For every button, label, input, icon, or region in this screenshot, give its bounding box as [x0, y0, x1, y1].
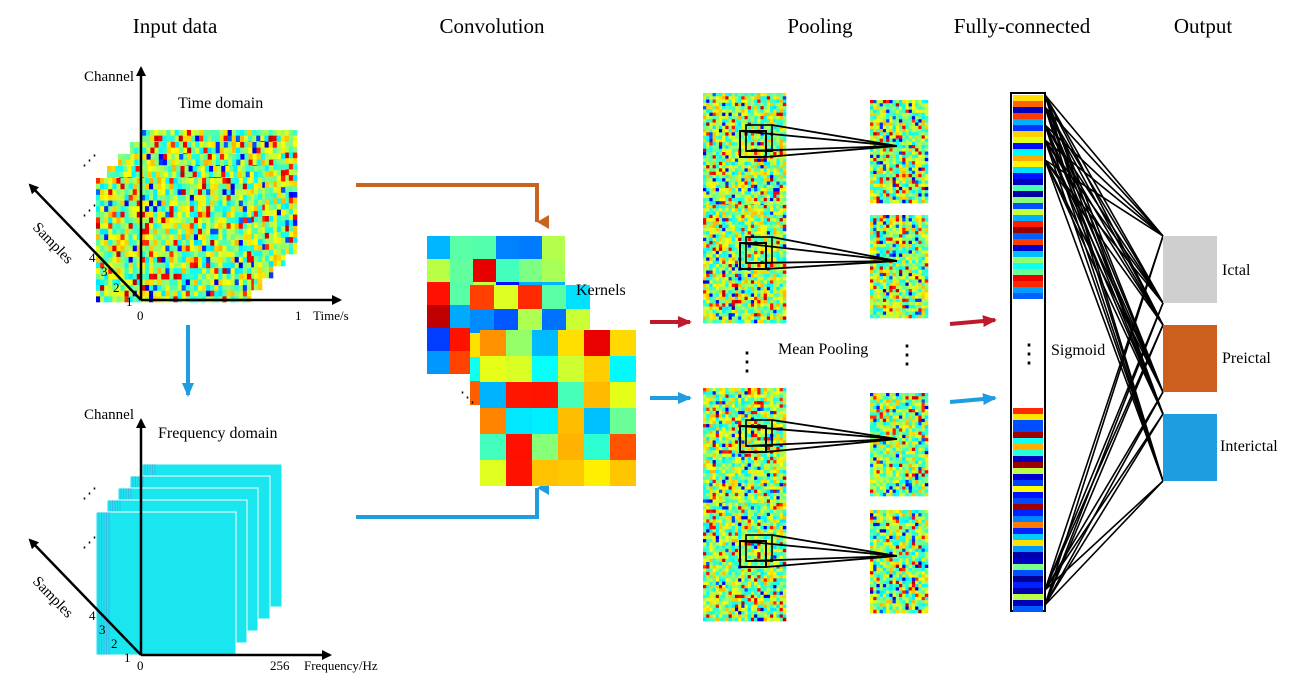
- freq-x-end: 256: [270, 658, 290, 673]
- convolution-kernels: [427, 236, 636, 486]
- kernel-3: [480, 330, 636, 486]
- freq-x-start: 0: [137, 658, 144, 673]
- freq-sample-tick-1: 1: [124, 650, 131, 665]
- kernels-label: Kernels: [576, 282, 626, 299]
- time-sample-tick-4: 4: [89, 250, 96, 265]
- pool-to-fc-red-arrow: [950, 320, 995, 324]
- output-interictal-box: [1163, 414, 1217, 481]
- feature-map-4: [703, 503, 786, 621]
- header-output: Output: [1174, 14, 1233, 38]
- output-ictal-box: [1163, 236, 1217, 303]
- kernels-ellipsis: ⋱: [460, 390, 475, 406]
- time-x-end: 1: [295, 308, 302, 323]
- feature-map-3: [703, 388, 786, 506]
- time-ellipsis-upper: ⋰: [82, 153, 97, 169]
- mean-pooling-label: Mean Pooling: [778, 341, 868, 358]
- freq-x-unit: Frequency/Hz: [304, 658, 378, 673]
- time-domain-heatmap-stack: [96, 130, 297, 302]
- pool-to-fc-blue-arrow: [950, 398, 995, 402]
- fc-ellipsis: ⋮: [1016, 339, 1042, 368]
- time-to-conv-arrow: [356, 185, 537, 222]
- freq-sample-tick-2: 2: [111, 636, 118, 651]
- time-sample-tick-2: 2: [113, 280, 120, 295]
- freq-sample-tick-3: 3: [99, 622, 106, 637]
- header-input-data: Input data: [133, 14, 218, 38]
- frequency-domain-heatmap-stack: [96, 464, 282, 655]
- time-channel-label: Channel: [84, 69, 134, 85]
- feature-map-1: [703, 93, 786, 211]
- output-preictal-label: Preictal: [1222, 350, 1271, 367]
- output-ictal-label: Ictal: [1222, 262, 1251, 279]
- pooling-ellipsis-right: ⋮: [894, 340, 920, 369]
- header-fully-connected: Fully-connected: [954, 14, 1091, 38]
- output-interictal-label: Interictal: [1220, 438, 1278, 455]
- pooled-map-4: [870, 510, 928, 613]
- freq-to-conv-arrow: [356, 488, 537, 517]
- header-convolution: Convolution: [439, 14, 545, 38]
- frequency-domain-label: Frequency domain: [158, 425, 278, 442]
- time-x-start: 0: [137, 308, 144, 323]
- sigmoid-label: Sigmoid: [1051, 342, 1105, 359]
- header-pooling: Pooling: [787, 14, 853, 38]
- freq-channel-label: Channel: [84, 407, 134, 423]
- feature-map-2: [703, 205, 786, 323]
- freq-ellipsis-upper: ⋰: [82, 486, 97, 502]
- time-domain-label: Time domain: [178, 95, 263, 112]
- time-sample-tick-1: 1: [126, 294, 133, 309]
- time-sample-tick-3: 3: [101, 264, 108, 279]
- freq-sample-tick-4: 4: [89, 608, 96, 623]
- pooling-ellipsis-left: ⋮: [734, 347, 760, 376]
- time-ellipsis-lower: ⋰: [82, 203, 97, 219]
- pooled-map-2: [870, 215, 928, 318]
- time-x-unit: Time/s: [313, 308, 349, 323]
- pooled-map-3: [870, 393, 928, 496]
- freq-ellipsis-lower: ⋰: [82, 535, 97, 551]
- output-preictal-box: [1163, 325, 1217, 392]
- freq-heatmap-layer-5: [96, 512, 236, 655]
- pooled-map-1: [870, 100, 928, 203]
